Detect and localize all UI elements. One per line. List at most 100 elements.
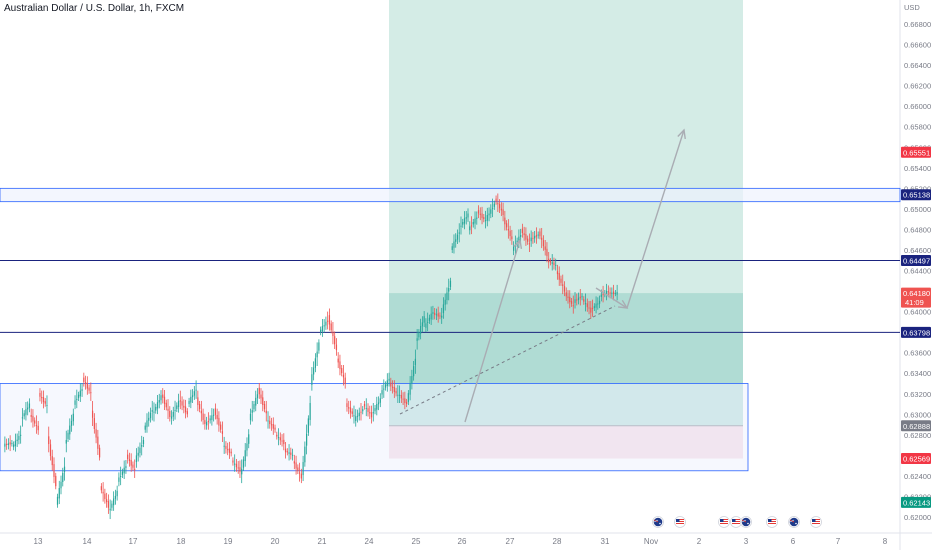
candle-body bbox=[16, 439, 18, 442]
candle bbox=[188, 397, 190, 408]
candle bbox=[395, 387, 397, 397]
time-scale-label: 6 bbox=[791, 537, 796, 546]
candle bbox=[160, 390, 162, 405]
candle-body bbox=[505, 223, 508, 228]
candle bbox=[398, 385, 401, 403]
candle bbox=[256, 388, 259, 405]
candle bbox=[523, 226, 525, 241]
candle bbox=[279, 432, 281, 445]
candle-body bbox=[258, 387, 260, 395]
candle bbox=[491, 198, 494, 218]
candle-body bbox=[355, 416, 357, 421]
candle bbox=[423, 311, 425, 327]
candle bbox=[605, 283, 608, 301]
candle bbox=[451, 243, 453, 254]
price-tag-resistance: 0.65138 bbox=[901, 189, 931, 201]
candle-body bbox=[279, 437, 281, 441]
projection-arrow-target[interactable] bbox=[626, 128, 686, 309]
candle bbox=[383, 379, 385, 398]
projection-arrow-up[interactable] bbox=[464, 238, 523, 423]
price-scale-tick: 0.64600 bbox=[904, 246, 931, 255]
flag-usa-icon[interactable] bbox=[674, 516, 686, 528]
candle bbox=[39, 388, 41, 402]
flag-usa-icon[interactable] bbox=[730, 516, 742, 528]
candle-body bbox=[579, 296, 581, 299]
flag-usa-icon[interactable] bbox=[718, 516, 730, 528]
candle-body bbox=[563, 286, 566, 292]
candle-body bbox=[55, 475, 57, 487]
candle-body bbox=[27, 407, 29, 410]
candle bbox=[479, 207, 481, 221]
svg-text:0.64180: 0.64180 bbox=[903, 289, 930, 298]
candle bbox=[242, 456, 245, 471]
candle-body bbox=[346, 403, 348, 407]
candle-body bbox=[158, 400, 160, 403]
candle-body bbox=[90, 392, 92, 394]
candle-body bbox=[474, 218, 476, 224]
demand-zone-rectangle[interactable] bbox=[0, 383, 749, 472]
candle-body bbox=[295, 462, 297, 469]
candle bbox=[446, 287, 448, 305]
trend-line-dashed[interactable] bbox=[399, 305, 616, 415]
price-scale-tick: 0.65000 bbox=[904, 205, 931, 214]
svg-text:0.65551: 0.65551 bbox=[903, 148, 930, 157]
candle bbox=[453, 234, 455, 254]
candle-body bbox=[67, 432, 69, 439]
time-scale-label: 21 bbox=[318, 537, 327, 546]
candle bbox=[107, 494, 109, 514]
time-scale-label: 19 bbox=[224, 537, 233, 546]
candle-body bbox=[409, 383, 411, 395]
flag-usa-icon[interactable] bbox=[810, 516, 822, 528]
candle-body bbox=[306, 433, 308, 446]
candle-body bbox=[434, 312, 436, 315]
flag-australia-icon[interactable] bbox=[788, 516, 800, 528]
candle-body bbox=[242, 459, 245, 468]
candle bbox=[602, 285, 604, 303]
candle bbox=[200, 400, 202, 422]
candle-body bbox=[21, 417, 24, 419]
candle bbox=[218, 411, 220, 432]
candle-body bbox=[469, 226, 471, 231]
candle bbox=[476, 211, 478, 225]
flag-usa-icon[interactable] bbox=[766, 516, 778, 528]
candle bbox=[216, 408, 218, 425]
candle-body bbox=[544, 246, 546, 250]
candle bbox=[70, 414, 73, 432]
candle bbox=[462, 218, 464, 228]
candle-body bbox=[313, 367, 315, 375]
candle bbox=[413, 360, 415, 381]
candle-body bbox=[74, 400, 76, 405]
candle-body bbox=[106, 499, 108, 503]
candle bbox=[211, 408, 213, 426]
candle bbox=[437, 306, 439, 323]
candle-body bbox=[421, 322, 424, 327]
candle bbox=[153, 402, 155, 422]
candle-body bbox=[418, 332, 420, 338]
candle bbox=[497, 193, 499, 212]
candle bbox=[455, 233, 457, 248]
candle bbox=[393, 380, 395, 399]
candle bbox=[121, 468, 124, 478]
candle-body bbox=[191, 395, 194, 398]
candle-body bbox=[593, 306, 595, 308]
candle bbox=[81, 382, 83, 397]
candle-body bbox=[556, 271, 559, 275]
candle bbox=[269, 415, 271, 429]
candle bbox=[316, 342, 318, 367]
flag-australia-icon[interactable] bbox=[740, 516, 752, 528]
candle-body bbox=[235, 463, 238, 468]
resistance-zone-rectangle[interactable] bbox=[0, 187, 901, 203]
flag-australia-icon[interactable] bbox=[652, 516, 664, 528]
candle-body bbox=[84, 382, 87, 384]
candle-body bbox=[356, 415, 359, 417]
candle-body bbox=[139, 447, 141, 454]
candle bbox=[37, 420, 39, 435]
candle bbox=[318, 339, 320, 354]
candle-body bbox=[384, 384, 387, 388]
candle bbox=[167, 399, 169, 420]
time-scale-label: 25 bbox=[412, 537, 421, 546]
candle-body bbox=[130, 459, 132, 466]
